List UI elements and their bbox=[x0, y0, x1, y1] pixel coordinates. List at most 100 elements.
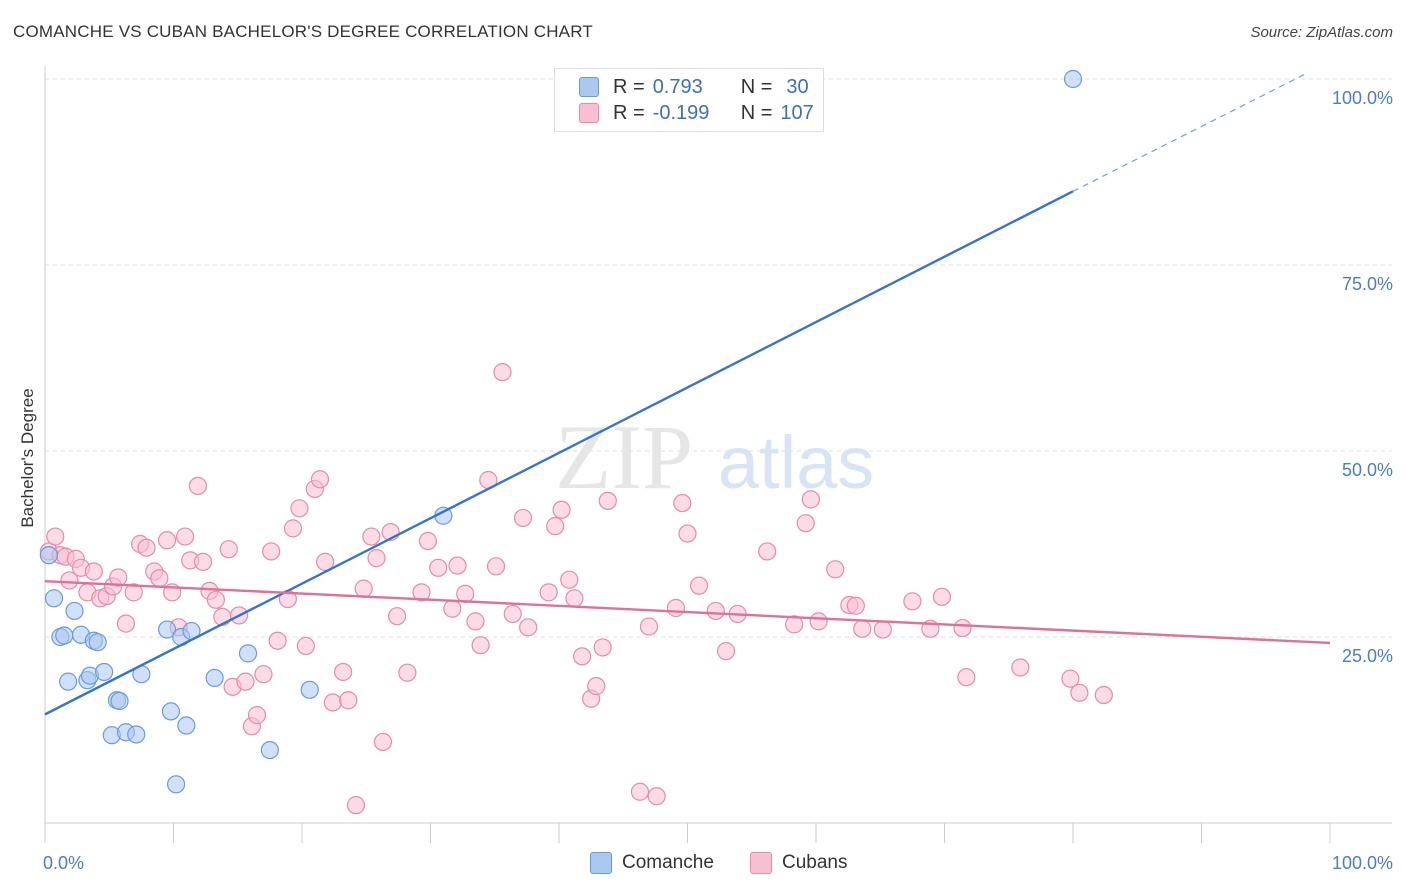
point-cubans bbox=[448, 556, 467, 575]
point-cubans bbox=[346, 796, 366, 815]
point-cubans bbox=[546, 517, 565, 536]
point-cubans bbox=[846, 596, 865, 615]
legend-n-label: N = bbox=[740, 75, 773, 98]
point-cubans bbox=[157, 531, 177, 550]
x-tick-label-end: 100.0% bbox=[1332, 853, 1393, 873]
bottom-legend-cubans: Cubans bbox=[750, 852, 848, 874]
point-cubans bbox=[443, 599, 462, 618]
y-axis-label: Bachelor's Degree bbox=[18, 388, 37, 527]
point-cubans bbox=[689, 576, 709, 595]
point-cubans bbox=[456, 584, 475, 603]
y-tick-label: 75.0% bbox=[1342, 274, 1393, 294]
point-cubans bbox=[471, 636, 490, 655]
point-cubans bbox=[362, 527, 381, 546]
point-cubans bbox=[137, 538, 156, 557]
point-cubans bbox=[116, 614, 136, 633]
legend-n-value: 107 bbox=[780, 101, 814, 124]
point-cubans bbox=[254, 665, 273, 684]
point-cubans bbox=[486, 557, 506, 576]
point-cubans bbox=[598, 491, 617, 510]
point-cubans bbox=[826, 560, 845, 579]
point-cubans bbox=[678, 524, 697, 543]
point-comanche bbox=[65, 601, 84, 621]
point-cubans bbox=[932, 587, 952, 606]
point-cubans bbox=[206, 590, 226, 609]
bottom-legend-comanche: Comanche bbox=[590, 852, 714, 874]
point-cubans bbox=[587, 677, 606, 696]
trend-line-extension-comanche bbox=[1072, 74, 1305, 192]
point-cubans bbox=[316, 552, 335, 571]
point-cubans bbox=[513, 508, 533, 528]
point-cubans bbox=[109, 568, 128, 587]
point-cubans bbox=[373, 732, 393, 752]
x-tick-label-start: 0.0% bbox=[43, 853, 84, 873]
y-tick-label: 25.0% bbox=[1342, 646, 1393, 666]
point-cubans bbox=[809, 612, 828, 631]
point-cubans bbox=[193, 552, 213, 571]
legend-r-label: R = bbox=[613, 75, 645, 98]
point-cubans bbox=[539, 583, 558, 602]
watermark: ZIP atlas bbox=[555, 406, 874, 508]
point-cubans bbox=[429, 558, 448, 577]
point-cubans bbox=[188, 476, 208, 496]
point-cubans bbox=[716, 642, 736, 661]
point-cubans bbox=[593, 638, 612, 657]
point-cubans bbox=[785, 615, 804, 634]
point-comanche bbox=[260, 740, 279, 760]
point-cubans bbox=[796, 514, 815, 533]
point-cubans bbox=[573, 647, 592, 666]
bottom-legend-swatch-comanche bbox=[590, 852, 612, 874]
point-cubans bbox=[124, 583, 143, 602]
series-cubans bbox=[39, 363, 1113, 815]
point-cubans bbox=[412, 583, 431, 602]
point-cubans bbox=[310, 470, 330, 489]
point-comanche bbox=[238, 644, 258, 663]
point-comanche bbox=[39, 546, 58, 565]
axis-labels: 25.0% 50.0% 75.0% 100.0% 0.0% 100.0% Bachelor'… bbox=[18, 88, 1393, 873]
point-cubans bbox=[519, 618, 538, 637]
point-cubans bbox=[262, 542, 281, 561]
point-cubans bbox=[354, 579, 373, 598]
bottom-legend-label-cubans: Cubans bbox=[782, 852, 848, 873]
trend-line-cubans bbox=[44, 580, 1331, 645]
watermark-atlas: atlas bbox=[718, 421, 874, 504]
point-cubans bbox=[953, 618, 972, 638]
point-cubans bbox=[339, 691, 358, 710]
point-cubans bbox=[1011, 658, 1030, 677]
point-comanche bbox=[205, 668, 224, 688]
point-cubans bbox=[647, 787, 666, 806]
legend-r-value: -0.199 bbox=[652, 101, 710, 124]
point-cubans bbox=[296, 636, 315, 656]
point-cubans bbox=[903, 592, 922, 611]
point-comanche bbox=[300, 680, 319, 699]
axes bbox=[44, 66, 1392, 843]
point-comanche bbox=[177, 716, 196, 735]
point-cubans bbox=[873, 620, 892, 639]
point-cubans bbox=[466, 612, 485, 631]
data-points bbox=[39, 69, 1113, 815]
point-cubans bbox=[560, 570, 579, 589]
legend-swatch-cubans bbox=[579, 103, 599, 123]
point-cubans bbox=[565, 589, 584, 608]
point-cubans bbox=[706, 601, 725, 621]
y-tick-label: 50.0% bbox=[1342, 460, 1393, 480]
point-cubans bbox=[387, 607, 407, 626]
point-cubans bbox=[46, 527, 65, 546]
point-cubans bbox=[758, 542, 777, 561]
point-cubans bbox=[236, 672, 255, 691]
chart-title: COMANCHE VS CUBAN BACHELOR'S DEGREE CORR… bbox=[13, 22, 593, 41]
point-comanche bbox=[95, 662, 114, 682]
point-comanche bbox=[59, 672, 78, 691]
point-cubans bbox=[323, 693, 342, 712]
y-tick-label: 100.0% bbox=[1332, 88, 1393, 108]
point-cubans bbox=[247, 706, 267, 725]
legend-n-label: N = bbox=[740, 101, 773, 124]
point-cubans bbox=[334, 662, 353, 682]
bottom-legend-label-comanche: Comanche bbox=[622, 852, 714, 873]
point-comanche bbox=[1063, 69, 1083, 89]
point-cubans bbox=[853, 619, 872, 638]
correlation-legend: R = 0.793 N = 30 R = -0.199 N = 107 bbox=[554, 68, 824, 132]
legend-r-label: R = bbox=[613, 101, 645, 124]
legend-n-value: 30 bbox=[786, 75, 809, 98]
